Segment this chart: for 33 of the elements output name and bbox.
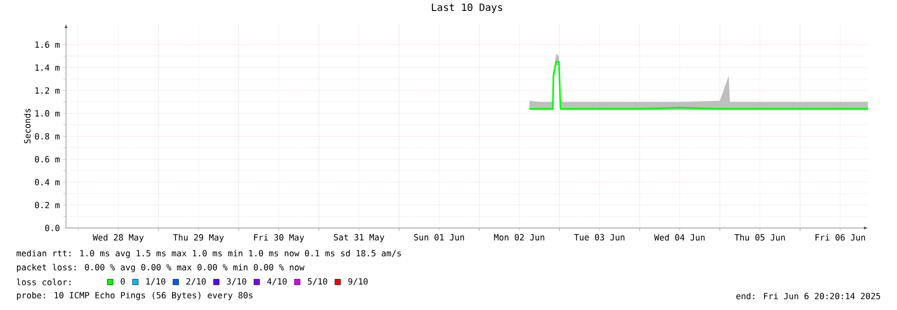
y-tick-label: 1.0 m — [35, 110, 60, 117]
y-tick-label: 0.6 m — [34, 156, 60, 162]
x-tick-label: Wed 04 Jun — [654, 234, 705, 241]
x-tick-label: Sun 01 Jun — [414, 234, 464, 240]
text: packet loss: 0.00 % avg 0.00 % max 0.00 % min 0.00 % now — [17, 264, 304, 272]
chart-title: Last 10 Days — [432, 3, 502, 13]
y-tick-label: 0.4 m — [34, 178, 60, 186]
legend-label: 0 — [120, 278, 125, 285]
text: median rtt: 1.0 ms avg 1.5 ms max 1.0 ms min 1.0 ms now 0.1 ms sd 18.5 am/s — [16, 250, 401, 258]
x-tick-label: Fri 30 May — [254, 234, 304, 242]
x-tick-label: Tue 03 Jun — [574, 234, 624, 240]
x-tick-label: Thu 29 May — [173, 234, 224, 242]
y-tick-label: 0.0 — [45, 224, 60, 232]
x-tick-label: Sat 31 May — [334, 234, 384, 242]
legend-label: 2/10 — [186, 278, 206, 286]
y-tick-label: 1.2 m — [35, 87, 60, 94]
y-tick-label: 1.4 m — [35, 64, 60, 71]
legend-label: 1/10 — [146, 278, 166, 286]
legend-label: 5/10 — [308, 278, 328, 286]
x-tick-label: Fri 06 Jun — [816, 234, 865, 241]
x-tick-label: Thu 05 Jun — [734, 234, 785, 241]
y-tick-label: 0.2 m — [34, 202, 60, 208]
y-axis-title: Seconds — [24, 108, 31, 144]
legend-label: 3/10 — [226, 278, 246, 286]
legend-label: 4/10 — [267, 278, 287, 286]
y-tick-label: 0.8 m — [34, 133, 60, 140]
legend-title: loss color: — [16, 278, 70, 286]
x-tick-label: Wed 28 May — [92, 234, 144, 242]
x-tick-label: Mon 02 Jun — [494, 234, 544, 240]
y-tick-label: 1.6 m — [35, 41, 60, 48]
text: end: Fri Jun 6 20:20:14 2025 — [736, 292, 880, 300]
legend-label: 9/10 — [348, 278, 368, 286]
text: probe: 10 ICMP Echo Pings (56 Bytes) every 80s — [17, 292, 252, 300]
